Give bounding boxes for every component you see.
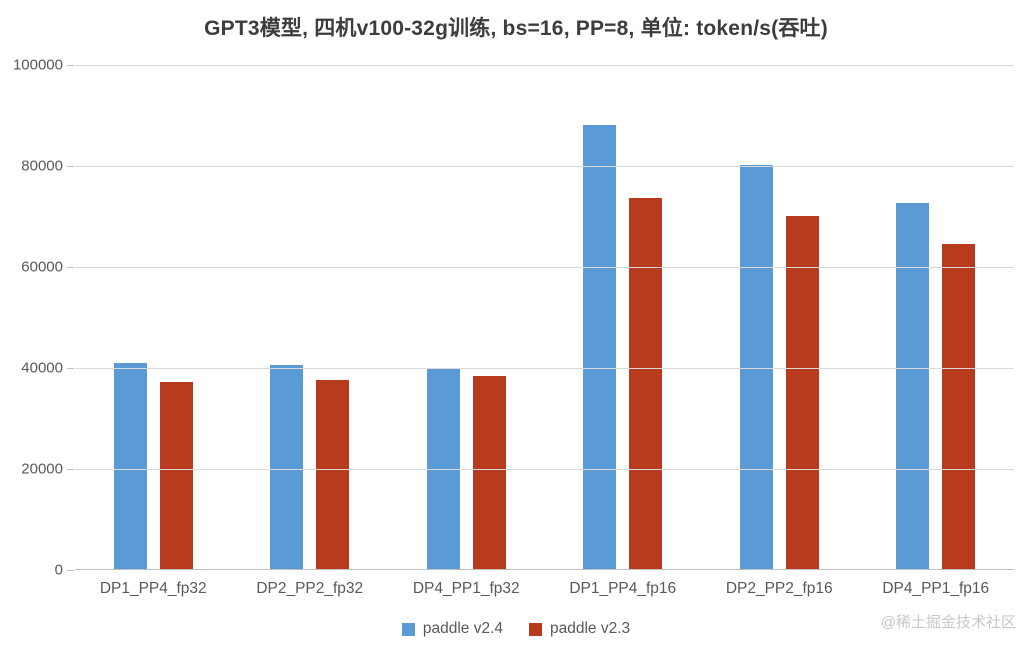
bar-paddle-v2.3-DP1_PP4_fp32: [159, 382, 193, 569]
legend-label: paddle v2.4: [422, 620, 503, 637]
legend-item-paddle-v2.3: paddle v2.3: [529, 620, 630, 638]
y-tick-mark: [67, 65, 74, 66]
bar-paddle-v2.4-DP1_PP4_fp32: [113, 363, 147, 569]
legend-swatch: [529, 622, 542, 636]
bar-group-DP2_PP2_fp16: [701, 64, 858, 569]
y-axis-tick-label: 100000: [12, 56, 63, 74]
y-axis-tick-label: 80000: [21, 157, 63, 175]
gridline: [75, 166, 1014, 167]
y-axis: 0 20000 40000 60000 80000 100000: [0, 57, 63, 579]
gridline: [75, 368, 1014, 369]
x-axis-tick-label: DP4_PP1_fp32: [412, 580, 520, 597]
x-axis-tick-label: DP2_PP2_fp16: [725, 580, 833, 597]
legend-swatch: [401, 622, 415, 636]
y-axis-tick-label: 0: [54, 561, 63, 579]
legend: paddle v2.4 paddle v2.3: [0, 620, 1032, 638]
bar-paddle-v2.3-DP2_PP2_fp16: [785, 215, 819, 569]
y-tick-mark: [67, 570, 74, 571]
gridline: [75, 469, 1014, 470]
y-tick-mark: [67, 166, 74, 167]
legend-item-paddle-v2.4: paddle v2.4: [401, 620, 503, 638]
x-axis-line: [75, 569, 1014, 570]
bar-group-DP1_PP4_fp32: [75, 64, 232, 569]
bar-paddle-v2.4-DP2_PP2_fp16: [739, 165, 773, 569]
x-axis-tick-label: DP1_PP4_fp16: [569, 580, 677, 597]
bar-paddle-v2.3-DP4_PP1_fp16: [942, 243, 976, 569]
bar-paddle-v2.4-DP1_PP4_fp16: [583, 124, 617, 569]
bar-group-DP1_PP4_fp16: [545, 64, 702, 569]
y-axis-tick-label: 40000: [21, 359, 63, 377]
bar-group-DP4_PP1_fp32: [388, 64, 545, 569]
watermark: @稀土掘金技术社区: [880, 614, 1016, 631]
y-axis-tick-label: 60000: [21, 258, 63, 276]
y-tick-mark: [67, 368, 74, 369]
x-axis-tick-label: DP1_PP4_fp32: [99, 580, 207, 597]
gridline: [75, 267, 1014, 268]
y-axis-tick-label: 20000: [21, 460, 63, 478]
bar-group-DP2_PP2_fp32: [232, 64, 389, 569]
bar-group-DP4_PP1_fp16: [858, 64, 1015, 569]
bar-paddle-v2.4-DP4_PP1_fp16: [896, 202, 930, 569]
y-tick-mark: [67, 267, 74, 268]
legend-label: paddle v2.3: [550, 620, 631, 637]
x-axis-tick-label: DP4_PP1_fp16: [882, 580, 990, 597]
bar-groups: [75, 64, 1014, 569]
x-axis-tick-label: DP2_PP2_fp32: [256, 580, 364, 597]
bar-paddle-v2.4-DP2_PP2_fp32: [270, 365, 304, 569]
bar-paddle-v2.3-DP4_PP1_fp32: [472, 376, 506, 569]
x-axis-labels: DP1_PP4_fp32 DP2_PP2_fp32 DP4_PP1_fp32 DP1_…: [75, 580, 1014, 598]
bar-paddle-v2.3-DP2_PP2_fp32: [316, 380, 350, 569]
gridline: [75, 65, 1014, 66]
y-tick-mark: [67, 469, 74, 470]
bar-paddle-v2.3-DP1_PP4_fp16: [629, 197, 663, 569]
chart-title: GPT3模型, 四机v100-32g训练, bs=16, PP=8, 单位: t…: [204, 17, 828, 40]
plot-area: [67, 64, 1014, 571]
